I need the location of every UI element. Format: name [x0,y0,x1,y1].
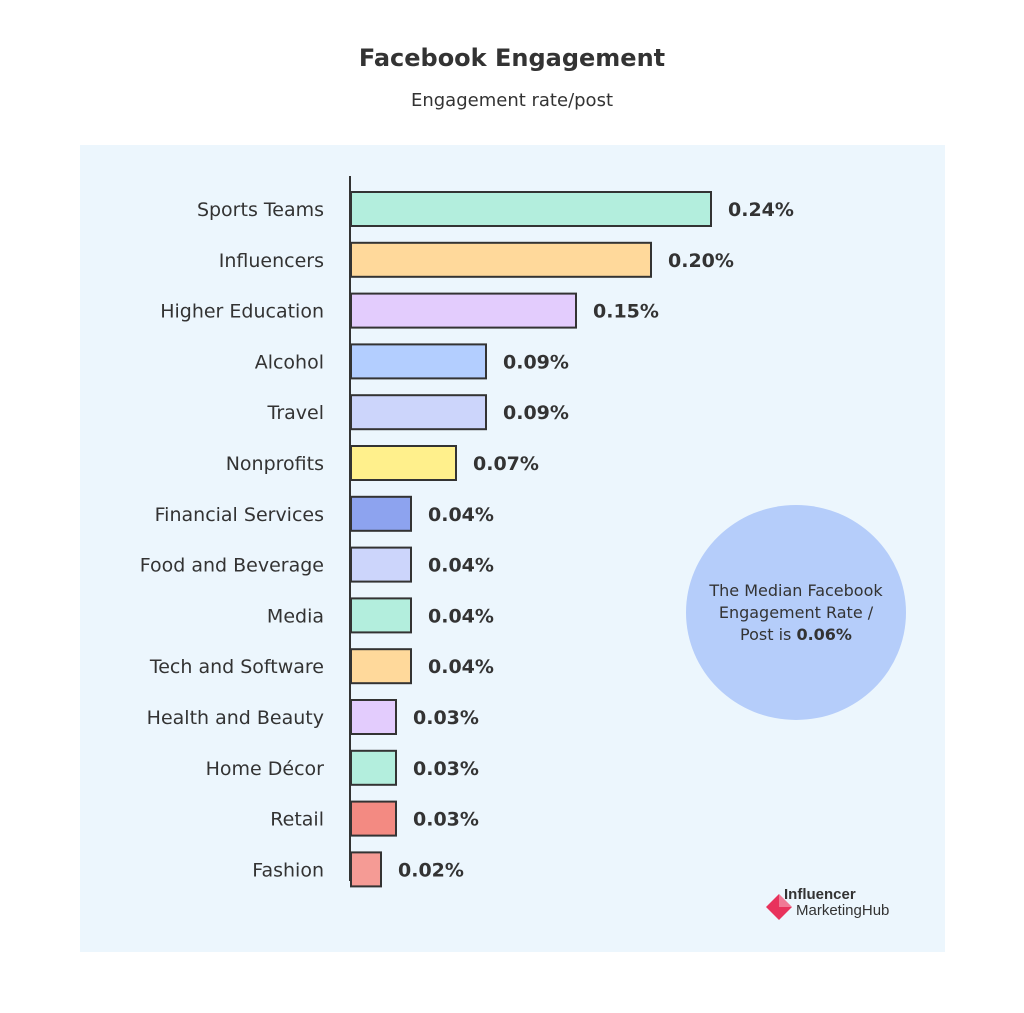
bar [350,495,412,532]
bar-value-label: 0.03% [413,809,479,831]
chart-subtitle: Engagement rate/post [410,90,614,111]
bar-value-label: 0.04% [428,504,494,526]
bar [350,343,487,380]
bar [350,191,712,227]
category-label: Financial Services [155,504,324,526]
category-label: Tech and Software [149,656,324,678]
bar-value-label: 0.03% [413,707,479,729]
category-label: Travel [267,402,324,424]
bar [350,394,487,431]
median-line-3-prefix: Post is [740,624,797,644]
logo-diamond-icon [766,894,792,920]
category-label: Higher Education [160,301,324,323]
bar-value-label: 0.04% [428,656,494,678]
category-label: Home Décor [206,758,325,780]
bar-value-label: 0.24% [728,199,794,221]
bar [350,851,382,888]
category-label: Alcohol [255,351,324,373]
median-annotation-circle: The Median Facebook Engagement Rate / Po… [686,505,906,720]
bar [350,800,397,837]
bar [350,546,412,583]
bar-value-label: 0.20% [668,250,734,272]
category-label: Sports Teams [197,199,324,221]
median-line-1: The Median Facebook [709,580,883,600]
category-label: Health and Beauty [147,707,324,729]
bar-value-label: 0.09% [503,402,569,424]
category-label: Fashion [252,859,324,881]
bar [350,648,412,685]
category-label: Influencers [219,250,324,272]
bar [350,749,397,786]
logo-text-line-2: MarketingHub [796,902,890,919]
logo-text-line-1: Influencer [784,886,856,903]
bar-value-label: 0.15% [593,301,659,323]
chart-title: Facebook Engagement [358,44,666,72]
category-label: Food and Beverage [140,555,324,577]
bar [350,292,577,329]
bar-value-label: 0.07% [473,453,539,475]
bar-value-label: 0.04% [428,555,494,577]
median-annotation-text: The Median Facebook Engagement Rate / Po… [701,580,891,646]
bar [350,241,652,278]
category-label: Media [267,605,324,627]
median-line-2: Engagement Rate / [718,602,874,622]
bar [350,597,412,634]
influencer-marketing-hub-logo: Influencer MarketingHub [764,886,914,926]
category-label: Nonprofits [226,453,324,475]
bar-value-label: 0.04% [428,605,494,627]
bar [350,699,397,735]
bar [350,445,457,481]
category-label: Retail [270,809,324,831]
median-value: 0.06% [796,624,852,644]
bar-value-label: 0.03% [413,758,479,780]
bar-value-label: 0.09% [503,351,569,373]
bar-value-label: 0.02% [398,859,464,881]
